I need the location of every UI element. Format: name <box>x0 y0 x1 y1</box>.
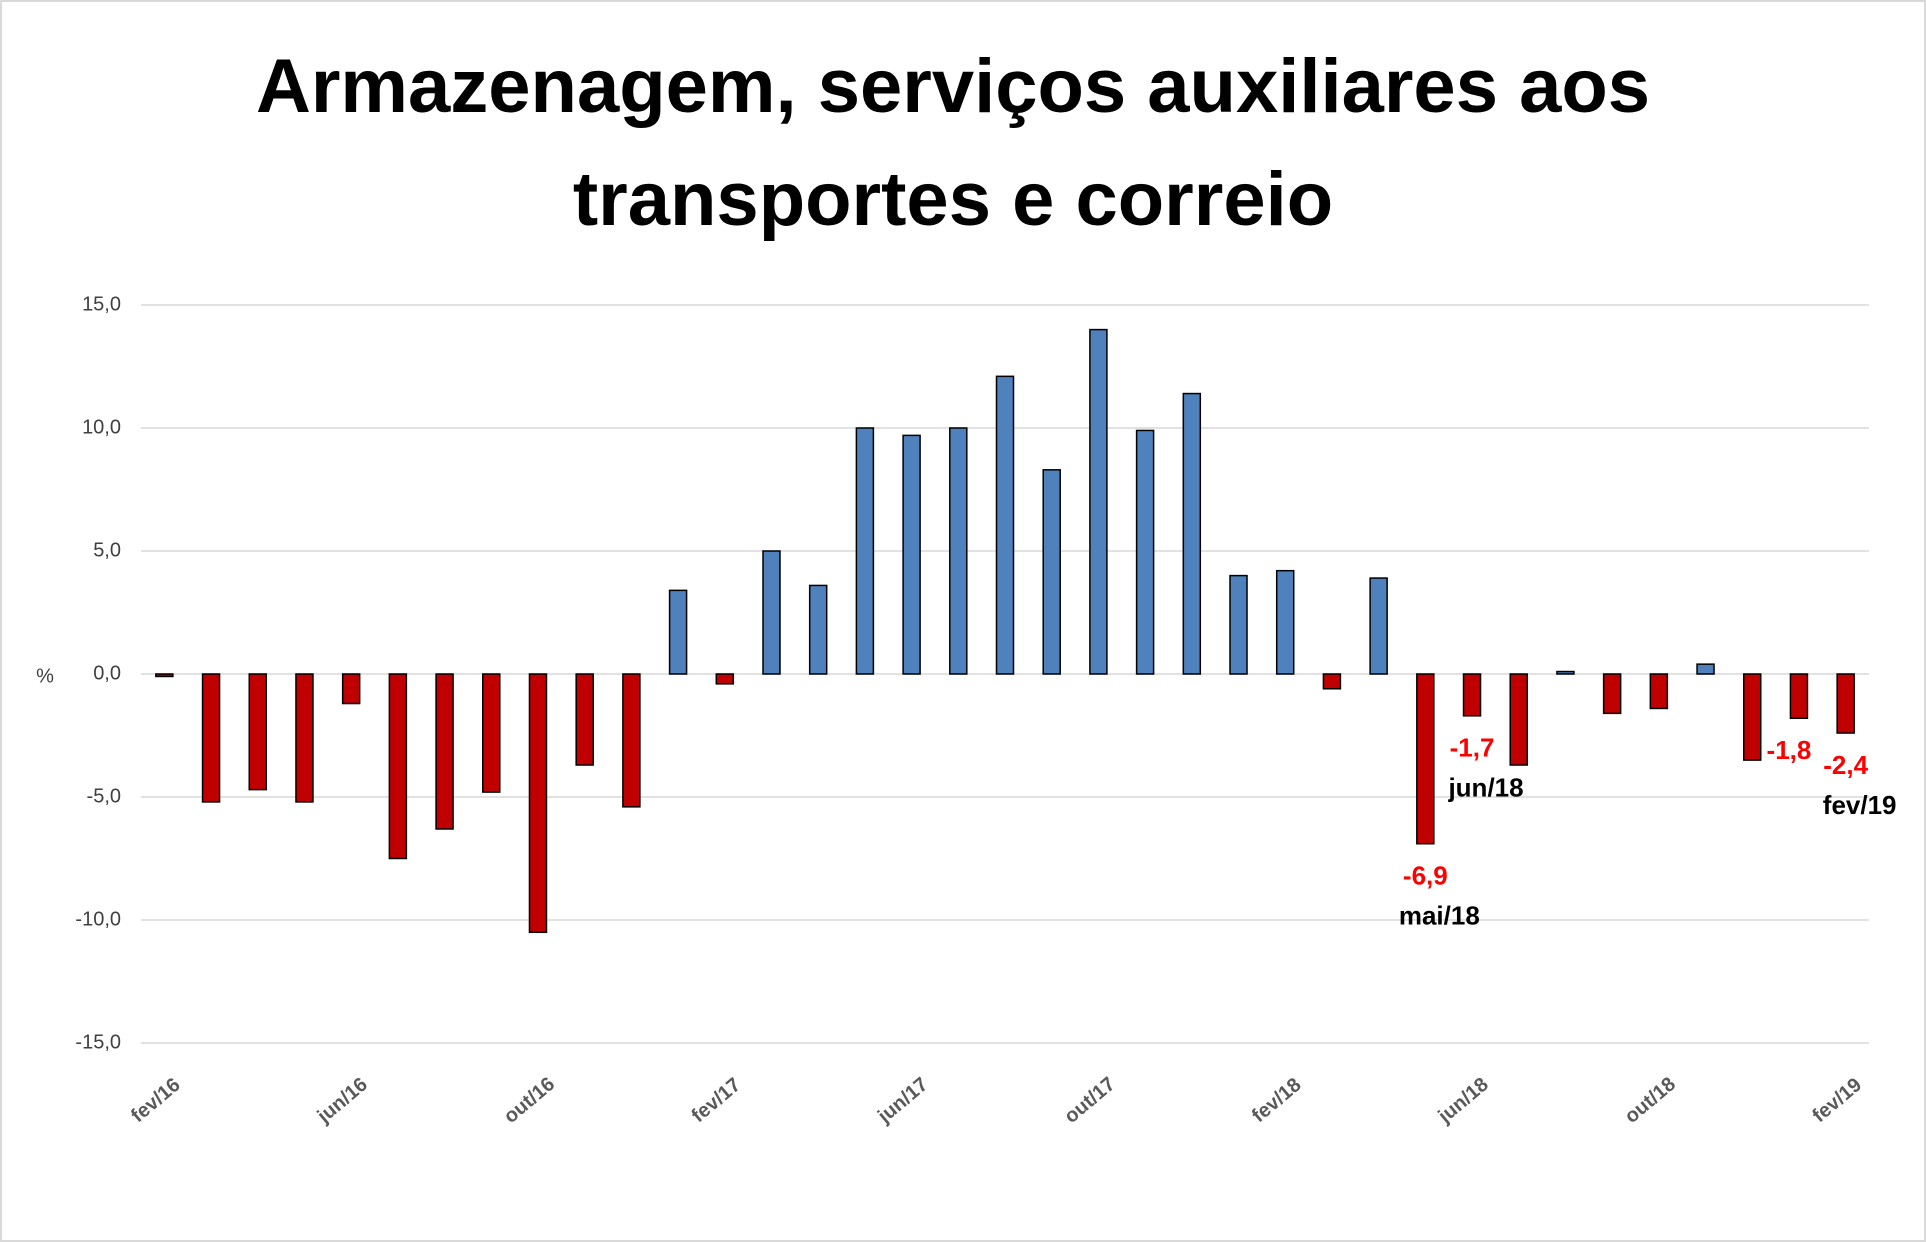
bar <box>248 673 268 791</box>
y-tick-label: 0,0 <box>93 662 121 684</box>
bar <box>1556 670 1575 675</box>
bar <box>575 673 594 766</box>
bar <box>1789 673 1809 720</box>
bar <box>482 673 501 793</box>
bar <box>1275 569 1295 675</box>
bar <box>715 673 735 685</box>
point-label: mai/18 <box>1399 901 1480 931</box>
bar <box>1742 673 1762 761</box>
bar <box>1836 673 1855 734</box>
point-label: jun/18 <box>1447 773 1523 803</box>
bar <box>528 673 548 934</box>
bar <box>388 673 408 860</box>
bar <box>1089 328 1108 675</box>
bar <box>1369 577 1388 675</box>
bar <box>808 584 828 675</box>
bar <box>201 673 221 803</box>
bar <box>1696 663 1715 675</box>
bar <box>1135 429 1155 675</box>
bar <box>995 375 1015 675</box>
y-tick-label: 5,0 <box>93 539 121 561</box>
point-label: fev/19 <box>1823 790 1897 820</box>
bar <box>341 673 361 705</box>
value-label: -2,4 <box>1823 750 1868 780</box>
y-tick-label: -10,0 <box>75 908 121 930</box>
bar <box>155 673 174 678</box>
bar <box>1649 673 1669 710</box>
chart-title: Armazenagem, serviços auxiliares aos <box>256 44 1650 129</box>
y-axis-label: % <box>36 665 54 687</box>
bar <box>1229 574 1248 675</box>
bar <box>668 589 688 675</box>
bar <box>295 673 314 803</box>
bar <box>902 434 921 675</box>
bar <box>1462 673 1482 717</box>
bar <box>1509 673 1528 766</box>
bar <box>622 673 641 808</box>
bar <box>1602 673 1622 715</box>
bar <box>949 427 968 675</box>
y-tick-label: -15,0 <box>75 1031 121 1053</box>
value-label: -1,8 <box>1767 735 1812 765</box>
y-tick-label: -5,0 <box>87 785 121 807</box>
value-label: -1,7 <box>1450 733 1495 763</box>
bar <box>1042 469 1061 675</box>
value-label: -6,9 <box>1403 861 1448 891</box>
bar <box>435 673 454 830</box>
y-tick-label: 15,0 <box>82 293 121 315</box>
bar <box>1182 392 1202 675</box>
y-tick-label: 10,0 <box>82 416 121 438</box>
bar <box>855 427 875 675</box>
bar <box>1322 673 1342 690</box>
bar <box>1416 673 1435 845</box>
bar <box>762 550 781 675</box>
chart-title: transportes e correio <box>573 157 1333 242</box>
